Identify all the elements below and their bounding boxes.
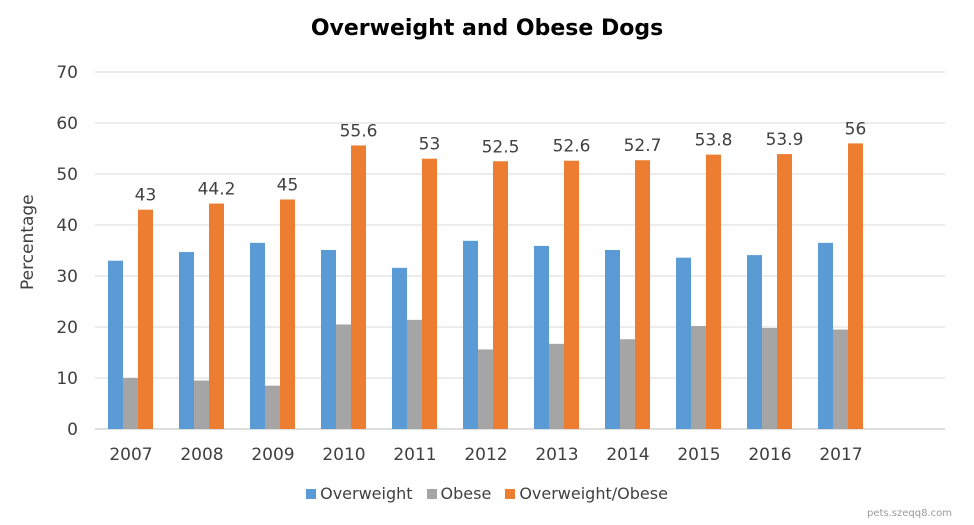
- bar-obese-2017: [833, 329, 848, 429]
- bar-overweight-2009: [250, 242, 265, 429]
- y-tick-label: 10: [56, 369, 78, 389]
- watermark: pets.szeqq8.com: [866, 508, 952, 519]
- x-tick-label: 2015: [677, 445, 720, 465]
- y-tick-label: 40: [56, 216, 78, 236]
- legend-label: Obese: [440, 484, 492, 503]
- x-tick-label: 2013: [535, 445, 578, 465]
- y-tick-label: 30: [56, 267, 78, 287]
- data-label: 53.9: [766, 130, 804, 150]
- y-tick-label: 20: [56, 318, 78, 338]
- y-tick-label: 50: [56, 165, 78, 185]
- bar-overweight-obese-2007: [138, 209, 153, 429]
- x-tick-label: 2011: [393, 445, 436, 465]
- x-tick-label: 2008: [180, 445, 223, 465]
- data-label: 55.6: [340, 121, 378, 141]
- y-tick-label: 70: [56, 63, 78, 83]
- legend-swatch: [426, 488, 437, 499]
- bar-overweight-obese-2013: [564, 160, 579, 430]
- bar-obese-2012: [478, 349, 493, 429]
- bar-overweight-2007: [108, 260, 123, 429]
- bar-overweight-obese-2009: [280, 199, 295, 429]
- bar-obese-2014: [620, 339, 635, 429]
- legend-item: Overweight: [306, 484, 413, 503]
- bar-overweight-2015: [676, 257, 691, 429]
- x-tick-label: 2012: [464, 445, 507, 465]
- bar-overweight-2012: [463, 240, 478, 429]
- bar-overweight-2013: [534, 245, 549, 429]
- data-label: 52.6: [553, 137, 591, 157]
- bar-obese-2011: [407, 319, 422, 429]
- bar-overweight-obese-2012: [493, 161, 508, 429]
- data-label: 44.2: [198, 180, 236, 200]
- data-label: 56: [845, 119, 867, 139]
- bar-overweight-2010: [321, 249, 336, 429]
- bar-obese-2013: [549, 343, 564, 429]
- bar-overweight-obese-2010: [351, 145, 366, 429]
- bar-overweight-2017: [818, 242, 833, 429]
- x-tick-label: 2014: [606, 445, 649, 465]
- data-label: 53: [419, 135, 441, 155]
- x-tick-label: 2010: [322, 445, 365, 465]
- bar-overweight-obese-2014: [635, 160, 650, 430]
- bar-obese-2007: [123, 378, 138, 429]
- bar-overweight-obese-2015: [706, 154, 721, 429]
- chart-title: Overweight and Obese Dogs: [310, 16, 664, 41]
- legend-item: Obese: [426, 484, 492, 503]
- bar-overweight-obese-2016: [777, 154, 792, 430]
- legend-label: Overweight/Obese: [519, 484, 668, 503]
- data-label: 53.8: [695, 131, 733, 151]
- x-tick-label: 2009: [251, 445, 294, 465]
- data-label: 52.7: [624, 136, 662, 156]
- x-tick-label: 2007: [109, 445, 152, 465]
- bar-overweight-2014: [605, 249, 620, 429]
- x-tick-label: 2017: [819, 445, 862, 465]
- bar-overweight-obese-2011: [422, 158, 437, 429]
- data-label: 45: [277, 176, 299, 196]
- bar-overweight-2016: [747, 255, 762, 429]
- bar-obese-2008: [194, 380, 209, 429]
- x-tick-label: 2016: [748, 445, 791, 465]
- legend-label: Overweight: [320, 484, 413, 503]
- legend-item: Overweight/Obese: [505, 484, 668, 503]
- legend-swatch: [505, 488, 516, 499]
- legend-swatch: [306, 488, 317, 499]
- bar-overweight-obese-2008: [209, 203, 224, 429]
- bar-overweight-2011: [392, 267, 407, 429]
- bar-obese-2009: [265, 385, 280, 429]
- chart-legend: Overweight Obese Overweight/Obese: [0, 484, 974, 503]
- bar-overweight-obese-2017: [848, 143, 863, 429]
- y-tick-label: 0: [67, 420, 78, 440]
- data-label: 43: [135, 186, 157, 206]
- bar-obese-2016: [762, 328, 777, 429]
- bar-obese-2010: [336, 324, 351, 429]
- y-tick-label: 60: [56, 114, 78, 134]
- data-label: 52.5: [482, 137, 520, 157]
- bar-obese-2015: [691, 325, 706, 429]
- bar-overweight-2008: [179, 252, 194, 429]
